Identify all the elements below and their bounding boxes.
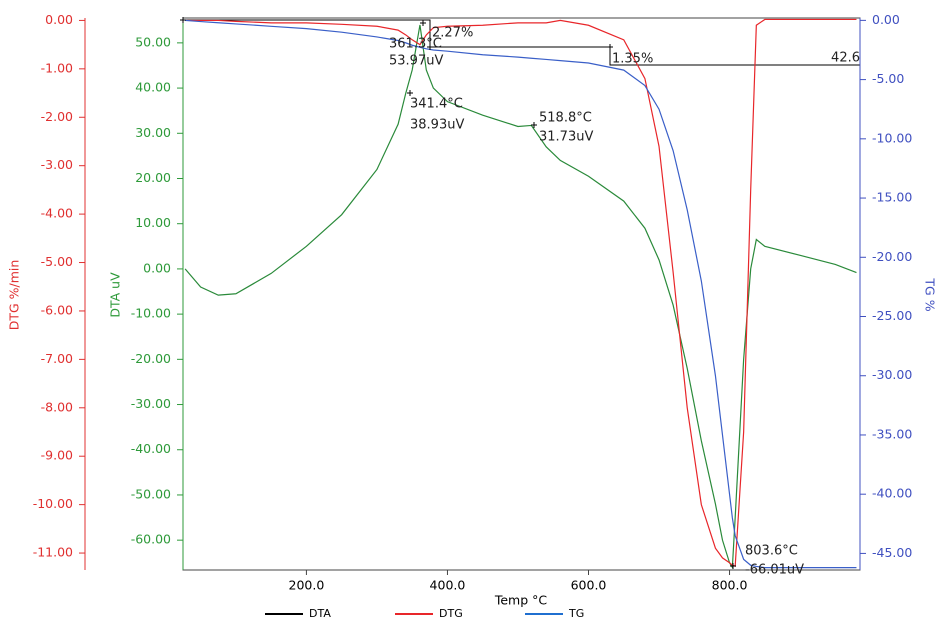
x-tick-label: 600.0	[571, 578, 607, 593]
y3-tick-label: -2.00	[41, 109, 73, 124]
y2-tick-label: -35.00	[872, 426, 912, 441]
y2-tick-label: -10.00	[872, 130, 912, 145]
y2-tick-label: -5.00	[872, 71, 904, 86]
y3-tick-label: -8.00	[41, 399, 73, 414]
legend-label: DTA	[309, 607, 331, 620]
annotation: 361.3°C	[389, 37, 442, 52]
marker-cross	[607, 44, 613, 50]
y2-axis-title: TG %	[923, 277, 935, 311]
y3-tick-label: -4.00	[41, 206, 73, 221]
series-line	[185, 18, 857, 567]
y2-tick-label: -40.00	[872, 486, 912, 501]
y3-tick-label: -9.00	[41, 448, 73, 463]
y3-tick-label: -11.00	[33, 545, 73, 560]
x-axis-title: Temp °C	[494, 593, 548, 608]
x-tick-label: 800.0	[712, 578, 748, 593]
marker-cross	[420, 20, 426, 26]
y-tick-label: 20.00	[135, 170, 171, 185]
annotation: 341.4°C	[410, 97, 463, 112]
annotation: 42.6	[831, 51, 860, 66]
y3-tick-label: 0.00	[45, 12, 73, 27]
legend-label: TG	[568, 607, 584, 620]
y-tick-label: 30.00	[135, 125, 171, 140]
y3-tick-label: -7.00	[41, 351, 73, 366]
y2-tick-label: 0.00	[872, 12, 900, 27]
y-tick-label: 40.00	[135, 80, 171, 95]
marker-cross	[730, 563, 736, 569]
annotation: 518.8°C	[539, 111, 592, 126]
y2-tick-label: -15.00	[872, 190, 912, 205]
marker-cross	[427, 44, 433, 50]
x-tick-label: 400.0	[430, 578, 466, 593]
y2-tick-label: -45.00	[872, 545, 912, 560]
y-tick-label: -50.00	[131, 486, 171, 501]
y3-tick-label: -3.00	[41, 157, 73, 172]
y-axis-title: DTA uV	[108, 272, 123, 318]
annotation: 1.35%	[612, 52, 653, 67]
y2-tick-label: -30.00	[872, 367, 912, 382]
y-tick-label: -40.00	[131, 441, 171, 456]
y-tick-label: 0.00	[143, 260, 171, 275]
y3-axis-title: DTG %/min	[7, 260, 22, 331]
marker-cross	[407, 90, 413, 96]
y2-tick-label: -20.00	[872, 249, 912, 264]
x-tick-label: 200.0	[289, 578, 325, 593]
y-tick-label: -10.00	[131, 306, 171, 321]
y-tick-label: 10.00	[135, 215, 171, 230]
annotation: 53.97uV	[389, 54, 443, 69]
y-tick-label: 50.00	[135, 34, 171, 49]
annotation: 38.93uV	[410, 118, 464, 133]
annotation: -66.01uV	[745, 563, 804, 578]
marker-cross	[180, 17, 186, 23]
tg-step	[183, 19, 860, 66]
y3-tick-label: -1.00	[41, 60, 73, 75]
series-line	[185, 19, 857, 569]
y-tick-label: -30.00	[131, 396, 171, 411]
series-line	[184, 24, 857, 570]
annotation: 2.27%	[432, 26, 473, 41]
y3-tick-label: -6.00	[41, 302, 73, 317]
y-tick-label: -60.00	[131, 532, 171, 547]
plot-frame	[182, 17, 861, 571]
legend-label: DTG	[439, 607, 463, 620]
y-tick-label: -20.00	[131, 351, 171, 366]
step-lines	[183, 19, 860, 66]
y3-tick-label: -5.00	[41, 254, 73, 269]
annotation: 31.73uV	[539, 130, 593, 145]
annotation: 803.6°C	[745, 544, 798, 559]
y2-tick-label: -25.00	[872, 308, 912, 323]
marker-cross	[531, 122, 537, 128]
plot-area	[184, 18, 857, 570]
y3-tick-label: -10.00	[33, 496, 73, 511]
